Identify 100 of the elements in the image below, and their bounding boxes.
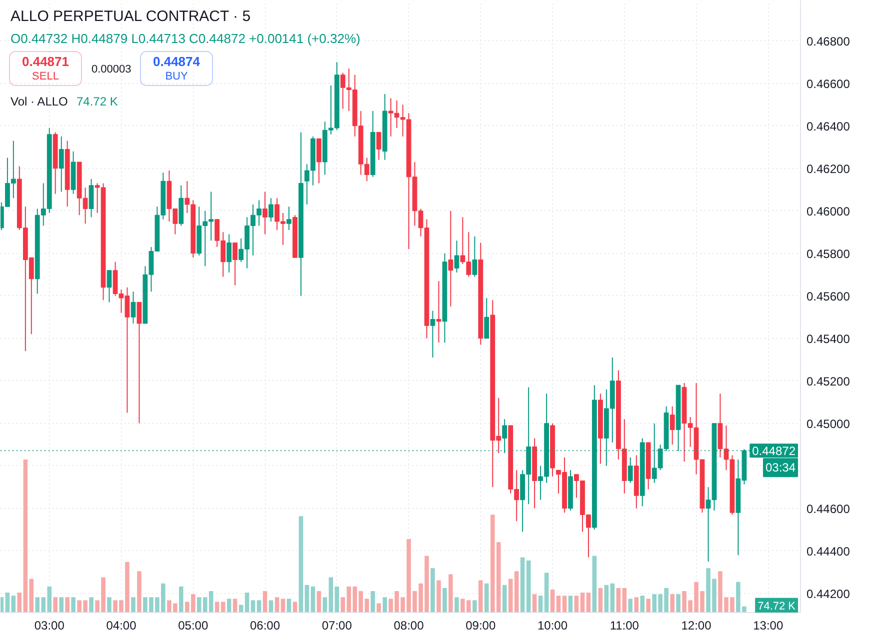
bar xyxy=(622,588,627,612)
x-tick-label: 07:00 xyxy=(322,618,352,632)
bar xyxy=(532,594,537,612)
candlestick xyxy=(430,310,436,358)
candlestick xyxy=(286,206,292,230)
annotation: 03:34 xyxy=(765,460,796,475)
bar xyxy=(220,602,226,612)
x-tick-label: 11:00 xyxy=(610,618,640,632)
candlestick xyxy=(136,302,142,424)
bar xyxy=(107,597,112,612)
bar xyxy=(262,591,268,612)
candlestick xyxy=(484,298,490,339)
x-tick-label: 05:00 xyxy=(178,618,208,632)
bar xyxy=(430,568,435,612)
bar xyxy=(520,557,525,612)
x-tick-label: 06:00 xyxy=(250,618,280,632)
bar xyxy=(382,597,387,612)
bar xyxy=(35,597,40,612)
bar xyxy=(71,597,76,612)
bar xyxy=(286,598,292,612)
candlestick xyxy=(454,240,460,273)
bar xyxy=(550,590,555,612)
annotation: SELL xyxy=(32,70,59,82)
bar xyxy=(586,592,591,612)
bar xyxy=(131,597,136,612)
y-tick-label: 0.46400 xyxy=(806,119,850,134)
y-tick-label: 0.46600 xyxy=(806,76,850,91)
candlestick xyxy=(670,406,675,446)
candlestick xyxy=(472,236,478,278)
bar xyxy=(616,588,621,612)
bar xyxy=(562,596,567,612)
bar xyxy=(376,603,381,612)
bar xyxy=(670,594,674,612)
candlestick xyxy=(268,198,274,222)
x-tick-label: 09:00 xyxy=(466,618,496,632)
candlestick xyxy=(226,234,232,273)
bar xyxy=(592,556,597,612)
bar xyxy=(244,592,250,612)
annotation: 0.44874 xyxy=(153,54,201,69)
candlestick xyxy=(58,136,64,192)
bar xyxy=(89,597,94,612)
bar xyxy=(472,600,477,612)
x-tick-label: 08:00 xyxy=(394,618,424,632)
bar xyxy=(568,596,573,612)
bar xyxy=(598,588,603,612)
candlestick xyxy=(628,456,633,484)
y-tick-label: 0.45400 xyxy=(806,332,850,346)
x-tick-label: 13:00 xyxy=(753,618,784,632)
y-tick-label: 0.45000 xyxy=(806,416,850,431)
bar xyxy=(59,597,64,612)
bar xyxy=(304,584,310,612)
bar xyxy=(5,592,10,612)
y-tick-label: 0.45600 xyxy=(806,289,850,304)
bar xyxy=(544,572,549,612)
y-tick-label: 0.46800 xyxy=(806,34,850,48)
candlestick xyxy=(232,242,238,286)
y-tick-label: 0.45800 xyxy=(806,246,850,261)
y-tick-label: 0.45200 xyxy=(806,374,850,388)
bar xyxy=(526,560,531,612)
annotation: 74.72 K xyxy=(76,94,118,108)
annotation: BUY xyxy=(165,70,188,82)
y-tick-label: 0.44400 xyxy=(806,544,850,558)
x-tick-label: 10:00 xyxy=(538,618,568,632)
bar xyxy=(322,597,328,612)
bar xyxy=(226,598,232,612)
y-tick-label: 0.46000 xyxy=(806,204,850,218)
candlestick xyxy=(316,138,322,184)
bar xyxy=(274,597,280,612)
x-tick-label: 04:00 xyxy=(106,618,137,632)
bar xyxy=(538,596,543,612)
y-tick-label: 0.44200 xyxy=(806,586,850,601)
annotation: 0.00003 xyxy=(92,64,132,76)
bar xyxy=(23,460,28,612)
bar xyxy=(676,594,680,612)
bar xyxy=(580,592,585,612)
bar xyxy=(628,598,633,612)
bar xyxy=(454,597,459,612)
bar xyxy=(556,596,561,612)
bar xyxy=(298,516,304,612)
bar xyxy=(53,597,58,612)
y-tick-label: 0.46200 xyxy=(806,162,850,176)
chart-title: Vol · ALLO xyxy=(10,94,68,108)
bar xyxy=(502,584,507,612)
bar xyxy=(178,586,184,612)
candlestick xyxy=(376,132,382,160)
annotation: 0.44871 xyxy=(22,54,70,69)
text: ALLO PERPETUAL CONTRACT · 5 xyxy=(10,8,251,25)
bar xyxy=(646,598,650,612)
bar xyxy=(316,591,322,612)
bar xyxy=(442,588,447,612)
bar xyxy=(137,571,142,612)
annotation: 74.72 K xyxy=(758,600,796,612)
bar xyxy=(574,596,579,612)
bar xyxy=(196,597,202,612)
bar xyxy=(478,580,483,612)
candlestick xyxy=(130,291,136,324)
bar xyxy=(232,598,238,612)
bar xyxy=(370,591,375,612)
x-tick-label: 03:00 xyxy=(34,618,65,632)
bar xyxy=(65,597,70,612)
